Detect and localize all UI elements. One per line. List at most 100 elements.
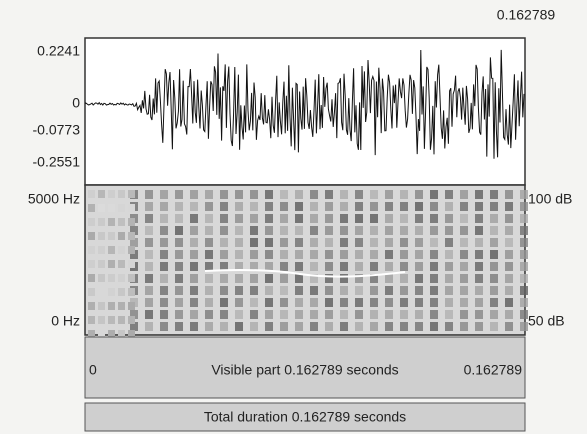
spec-cell	[445, 298, 453, 307]
spec-cell	[190, 250, 198, 259]
spec-cell	[88, 232, 95, 240]
spec-cell	[205, 190, 213, 199]
spec-cell	[88, 274, 95, 282]
spec-cell	[460, 274, 468, 283]
spec-cell	[250, 274, 258, 283]
spec-cell	[295, 238, 303, 247]
spec-cell	[310, 226, 318, 235]
spec-cell	[430, 250, 438, 259]
spec-cell	[118, 246, 125, 254]
spec-cell	[280, 286, 288, 295]
spec-cell	[98, 246, 105, 254]
spec-cell	[250, 214, 258, 223]
spec-cell	[220, 226, 228, 235]
spec-cell	[145, 286, 153, 295]
spec-cell	[505, 310, 513, 319]
spec-cell	[88, 288, 95, 296]
spec-cell	[160, 214, 168, 223]
spec-cell	[475, 238, 483, 247]
spec-cell	[490, 274, 498, 283]
spec-cell	[265, 322, 273, 331]
spec-cell	[235, 274, 243, 283]
spec-cell	[520, 298, 528, 307]
spec-cell	[265, 238, 273, 247]
spec-cell	[490, 214, 498, 223]
wave-max-label: 0.2241	[37, 43, 80, 59]
spec-cell	[88, 246, 95, 254]
spec-cell	[310, 322, 318, 331]
spec-cell	[280, 250, 288, 259]
spec-cell	[310, 262, 318, 271]
spec-cell	[415, 226, 423, 235]
spec-cell	[118, 288, 125, 296]
spec-cell	[430, 238, 438, 247]
spec-cell	[460, 202, 468, 211]
spec-cell	[400, 298, 408, 307]
spec-cell	[160, 286, 168, 295]
spec-cell	[385, 286, 393, 295]
visible-part-bar[interactable]	[84, 336, 526, 399]
spec-cell	[430, 226, 438, 235]
spec-cell	[98, 232, 105, 240]
total-duration-bar[interactable]	[84, 402, 526, 432]
spec-cell	[108, 218, 115, 226]
spec-cell	[175, 250, 183, 259]
spec-cell	[250, 238, 258, 247]
spec-cell	[310, 298, 318, 307]
spec-cell	[220, 274, 228, 283]
spec-cell	[175, 202, 183, 211]
spec-cell	[190, 274, 198, 283]
spec-cell	[108, 274, 115, 282]
spec-cell	[205, 262, 213, 271]
spec-cell	[355, 274, 363, 283]
spec-cell	[88, 218, 95, 226]
spec-cell	[385, 202, 393, 211]
spec-cell	[108, 316, 115, 324]
spec-cell	[190, 226, 198, 235]
spec-cell	[355, 214, 363, 223]
spec-cell	[400, 262, 408, 271]
spec-cell	[505, 190, 513, 199]
spec-cell	[280, 202, 288, 211]
spec-cell	[340, 226, 348, 235]
spec-cell	[520, 322, 528, 331]
spec-cell	[145, 262, 153, 271]
spec-cell	[415, 298, 423, 307]
spec-cell	[205, 298, 213, 307]
spec-cell	[490, 310, 498, 319]
spec-cell	[220, 202, 228, 211]
spec-cell	[108, 330, 115, 338]
spec-cell	[445, 226, 453, 235]
spec-cell	[520, 202, 528, 211]
spec-cell	[220, 298, 228, 307]
spec-cell	[385, 322, 393, 331]
spec-cell	[325, 262, 333, 271]
spec-cell	[128, 316, 135, 324]
spec-cell	[430, 262, 438, 271]
spec-cell	[265, 250, 273, 259]
spec-cell	[108, 232, 115, 240]
spec-cell	[400, 286, 408, 295]
pitch-contour	[204, 269, 406, 278]
spec-cell	[370, 274, 378, 283]
spec-cell	[128, 204, 135, 212]
spec-cell	[145, 214, 153, 223]
spec-cell	[205, 322, 213, 331]
spec-cell	[520, 190, 528, 199]
spec-cell	[145, 226, 153, 235]
spec-cell	[108, 204, 115, 212]
spec-cell	[445, 190, 453, 199]
spec-cell	[340, 286, 348, 295]
spec-cell	[108, 246, 115, 254]
spec-cell	[130, 226, 138, 235]
spec-cell	[355, 226, 363, 235]
spec-cell	[325, 322, 333, 331]
spec-cell	[415, 214, 423, 223]
spec-cell	[205, 286, 213, 295]
spec-cell	[385, 190, 393, 199]
spec-cell	[88, 260, 95, 268]
spec-cell	[98, 274, 105, 282]
spec-cell	[385, 262, 393, 271]
spec-cell	[190, 310, 198, 319]
